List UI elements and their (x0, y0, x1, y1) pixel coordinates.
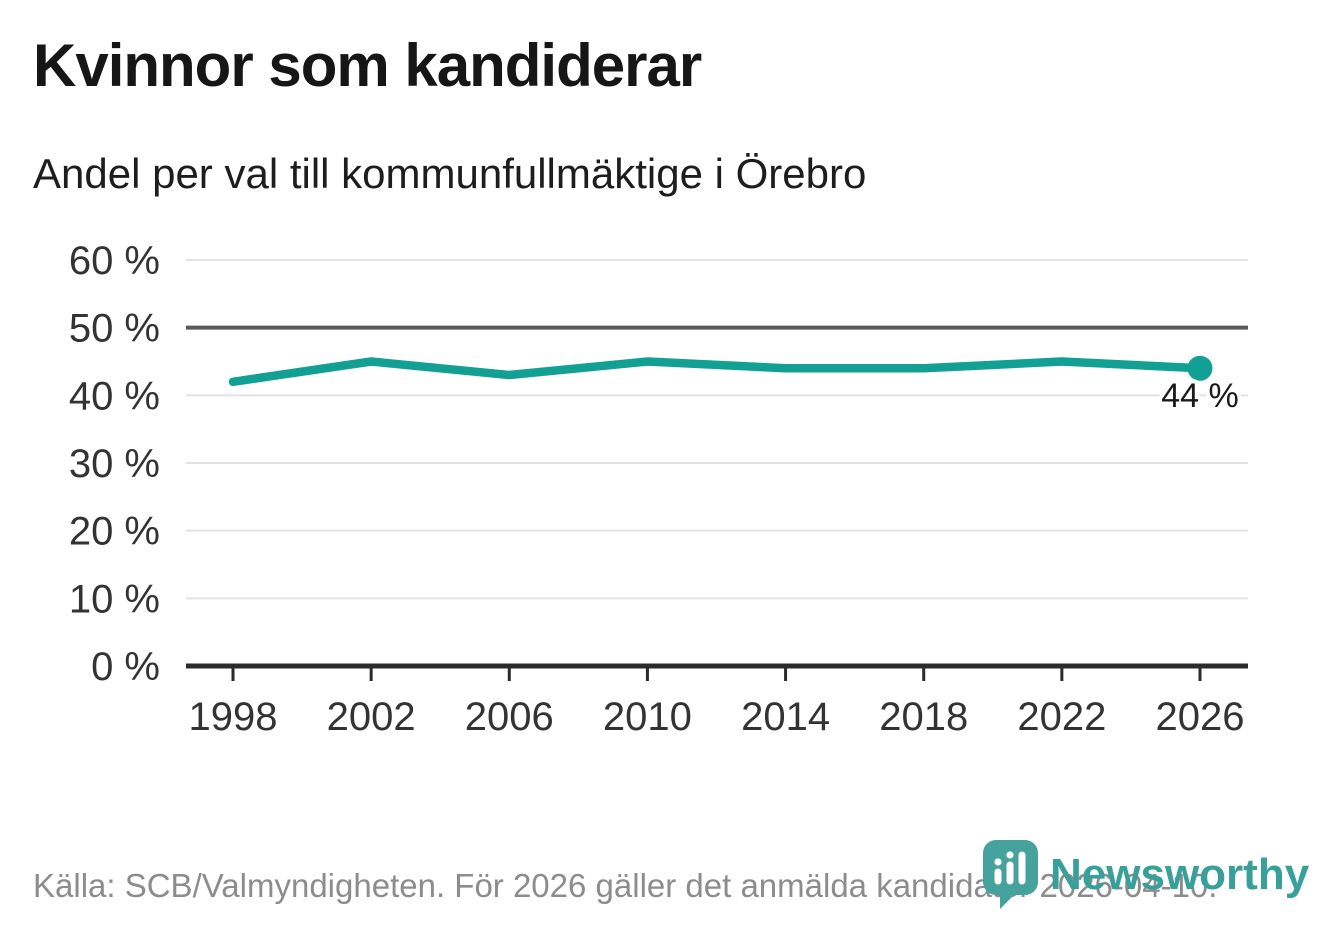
newsworthy-pin-icon (983, 840, 1038, 909)
x-axis-label: 2002 (327, 695, 416, 739)
x-axis-label: 2006 (465, 695, 554, 739)
y-axis-label: 40 % (69, 374, 160, 418)
y-axis-label: 0 % (91, 645, 160, 689)
chart-title: Kvinnor som kandiderar (33, 32, 702, 99)
y-axis-label: 10 % (69, 577, 160, 621)
end-value-label: 44 % (1161, 377, 1239, 415)
data-line-series (228, 357, 1205, 387)
x-axis-label: 1998 (189, 695, 278, 739)
end-point-marker (1187, 355, 1213, 381)
y-axis-label: 50 % (69, 307, 160, 351)
chart-subtitle: Andel per val till kommunfullmäktige i Ö… (33, 150, 867, 197)
y-axis-label: 20 % (69, 510, 160, 554)
x-axis-label: 2014 (741, 695, 830, 739)
y-axis-label: 60 % (69, 239, 160, 283)
x-axis-label: 2018 (879, 695, 968, 739)
x-axis-label: 2010 (603, 695, 692, 739)
y-axis-label: 30 % (69, 442, 160, 486)
x-axis-label: 2022 (1017, 695, 1106, 739)
brand-name: Newsworthy (1050, 850, 1310, 899)
newsworthy-logo: Newsworthy (983, 840, 1310, 909)
x-axis-label: 2026 (1156, 695, 1245, 739)
